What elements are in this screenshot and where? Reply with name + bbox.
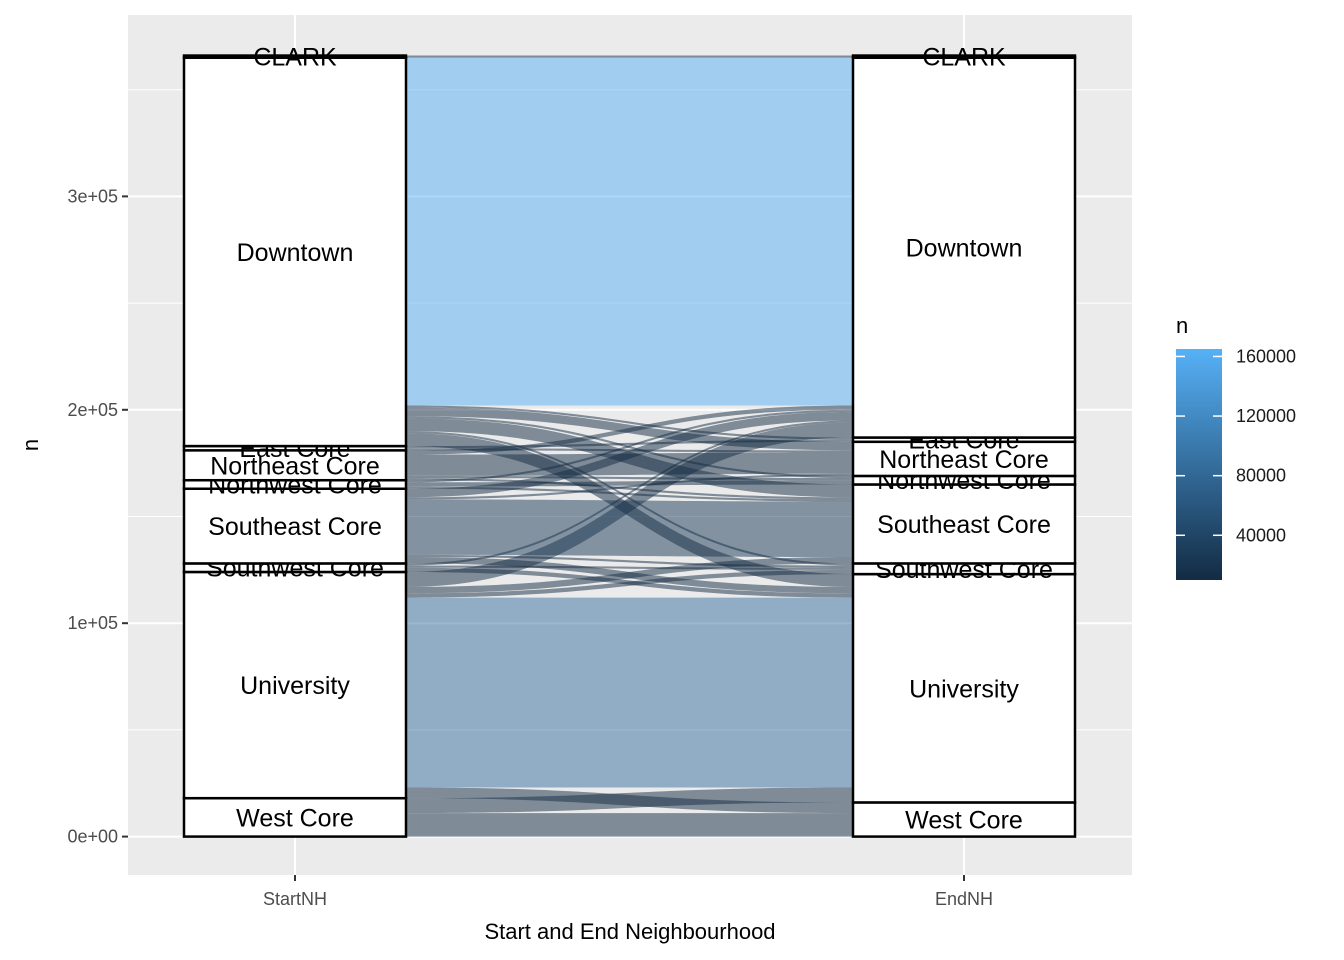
stratum-label: University [909, 675, 1019, 703]
stratum-label: West Core [236, 804, 354, 832]
flow [406, 433, 853, 587]
stratum-start [182, 796, 408, 838]
stratum-label: CLARK [922, 44, 1006, 72]
legend-break-label: 160000 [1236, 346, 1296, 366]
flow [406, 813, 853, 837]
stratum-end [851, 483, 1077, 565]
stratum-end [851, 572, 1077, 804]
x-tick-label: StartNH [263, 889, 327, 909]
y-tick-label: 3e+05 [67, 186, 118, 206]
stratum-label: Downtown [237, 239, 354, 267]
stratum-end [851, 54, 1077, 59]
x-tick-label: EndNH [935, 889, 993, 909]
stratum-label: West Core [905, 807, 1023, 835]
flow [406, 57, 853, 406]
x-axis-title: Start and End Neighbourhood [484, 919, 775, 944]
flow [406, 407, 853, 451]
flow [406, 486, 853, 502]
stratum-start [182, 56, 408, 448]
stratum-label: Downtown [906, 235, 1023, 263]
x-axis: StartNH EndNH [263, 875, 993, 909]
stratum-label: Northeast Core [210, 452, 380, 480]
y-tick-label: 0e+00 [67, 827, 118, 847]
flows-layer [406, 55, 853, 837]
flow [406, 416, 853, 479]
stratum-start [182, 570, 408, 800]
flow [406, 597, 853, 788]
stratum-start [182, 54, 408, 59]
legend-break-label: 120000 [1236, 406, 1296, 426]
y-tick-label: 2e+05 [67, 400, 118, 420]
stratum-label: Southeast Core [877, 511, 1051, 539]
legend-break-label: 40000 [1236, 525, 1286, 545]
stratum-label: CLARK [253, 44, 337, 72]
legend-break-label: 80000 [1236, 466, 1286, 486]
legend-colorbar [1176, 349, 1222, 580]
stratum-label: Northeast Core [879, 446, 1049, 474]
legend: n 160000 120000 80000 40000 [1176, 313, 1296, 580]
y-axis: 0e+00 1e+05 2e+05 3e+05 [67, 186, 128, 847]
flow [406, 431, 853, 566]
stratum-label: University [240, 672, 350, 700]
stratum-label: Southeast Core [208, 513, 382, 541]
y-axis-title: n [18, 439, 43, 451]
flow [406, 787, 853, 814]
flow [406, 499, 853, 558]
flow [406, 478, 853, 500]
flow [406, 557, 853, 594]
flow [406, 418, 853, 498]
flow [406, 55, 853, 58]
flow [406, 405, 853, 440]
legend-title: n [1176, 313, 1188, 338]
flow [406, 473, 853, 500]
y-tick-label: 1e+05 [67, 613, 118, 633]
flow [406, 567, 853, 598]
stratum-end [851, 56, 1077, 439]
